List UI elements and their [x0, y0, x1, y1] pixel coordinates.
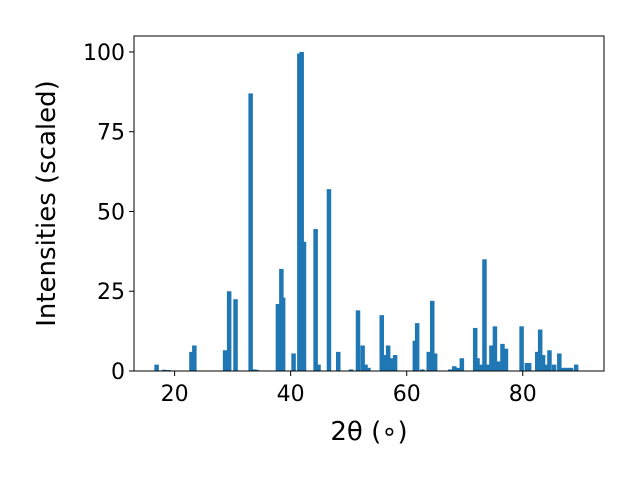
- plot-background: [134, 36, 604, 371]
- bar: [452, 366, 457, 371]
- y-axis-label: Intensities (scaled): [32, 80, 62, 327]
- bar: [482, 259, 487, 371]
- bar: [573, 364, 579, 371]
- bar: [366, 367, 371, 371]
- bar: [360, 345, 365, 371]
- bar: [560, 367, 566, 371]
- bar: [275, 304, 281, 371]
- bar: [326, 189, 332, 371]
- x-tick-label: 40: [277, 382, 305, 407]
- bar: [299, 51, 304, 371]
- bar: [519, 326, 524, 371]
- bar: [222, 350, 228, 371]
- bar: [459, 358, 465, 371]
- x-tick-label: 60: [393, 382, 421, 407]
- bar: [500, 343, 505, 371]
- bar: [535, 351, 540, 371]
- bar: [475, 358, 480, 371]
- bar: [551, 364, 557, 371]
- bar: [379, 315, 385, 371]
- bar: [154, 364, 159, 371]
- x-tick-label: 80: [509, 382, 537, 407]
- bar: [381, 355, 387, 371]
- bar-series: [154, 51, 579, 372]
- bar: [524, 363, 530, 371]
- x-tick-label: 20: [161, 382, 189, 407]
- bar: [297, 53, 302, 372]
- bar: [557, 353, 562, 371]
- bar: [414, 323, 420, 371]
- bar: [385, 345, 391, 371]
- bar: [547, 350, 552, 371]
- bar: [355, 310, 361, 371]
- bar: [537, 329, 543, 371]
- bar: [348, 369, 354, 371]
- bar: [489, 345, 494, 371]
- bar: [456, 367, 461, 371]
- bar: [280, 297, 286, 371]
- bar: [313, 229, 318, 371]
- bar: [226, 291, 232, 371]
- bar: [568, 367, 574, 371]
- bar: [291, 353, 296, 371]
- bar: [496, 361, 502, 371]
- x-axis-label: 2θ (∘): [330, 417, 407, 447]
- y-tick-label: 0: [111, 360, 125, 385]
- bar: [412, 340, 418, 371]
- bar: [492, 326, 498, 371]
- bar: [472, 327, 478, 371]
- bar: [420, 369, 425, 371]
- y-tick-label: 25: [97, 280, 125, 305]
- bar: [432, 353, 438, 371]
- bar: [543, 364, 549, 371]
- bar: [526, 363, 532, 371]
- y-tick-label: 100: [83, 41, 125, 66]
- bar: [478, 364, 483, 371]
- bar: [248, 93, 253, 372]
- x-axis-ticks: 20 40 60 80: [161, 371, 537, 407]
- bar: [392, 355, 398, 371]
- plot-frame: [133, 35, 605, 372]
- bar: [316, 364, 321, 371]
- bar: [388, 358, 394, 371]
- bar: [251, 369, 256, 371]
- bar: [254, 369, 259, 371]
- bar: [426, 351, 432, 371]
- bar: [189, 351, 194, 371]
- bar: [540, 355, 546, 371]
- bar: [363, 364, 368, 371]
- bar: [161, 369, 167, 371]
- bar: [485, 364, 491, 371]
- y-axis-ticks: 0 25 50 75 100: [83, 41, 134, 385]
- bar: [301, 241, 307, 371]
- bar: [447, 369, 453, 371]
- bar: [192, 345, 197, 371]
- bar: [233, 299, 238, 371]
- bar: [503, 348, 509, 371]
- y-tick-label: 75: [97, 121, 125, 146]
- bar: [430, 300, 435, 371]
- y-tick-label: 50: [97, 200, 125, 225]
- bar: [336, 351, 341, 371]
- bar: [564, 367, 570, 371]
